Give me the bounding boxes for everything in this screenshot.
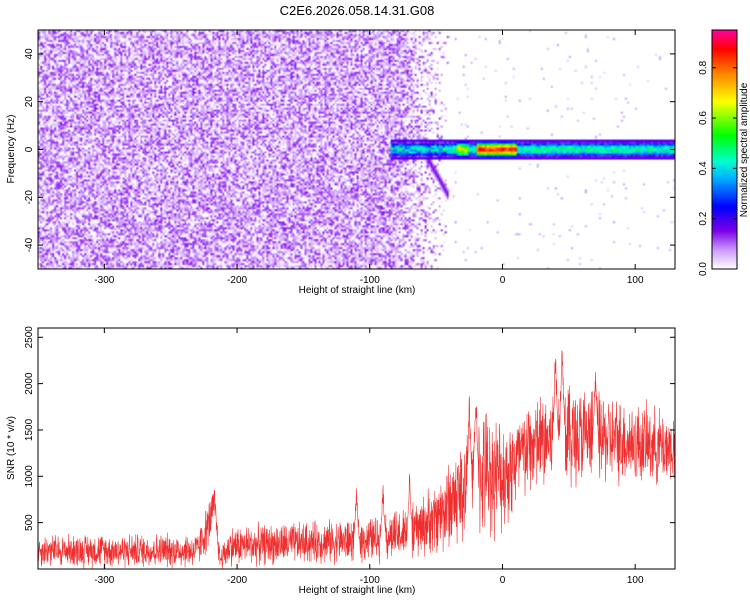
colorbar-tick-label: 0.4 — [698, 161, 709, 175]
snr-series-line — [38, 350, 675, 569]
spectrogram-y-tick-label: -40 — [24, 237, 35, 252]
figure-title: C2E6.2026.058.14.31.G08 — [280, 3, 435, 18]
colorbar-ticks: 0.0 0.2 0.4 0.6 0.8 — [698, 60, 737, 276]
snr-y-label: SNR (10 * v/v) — [6, 416, 17, 480]
spectrogram-x-tick-label: -200 — [227, 275, 247, 286]
spectrogram-y-ticks: -40 -20 0 20 40 — [24, 48, 675, 252]
spectrogram-x-tick-label: -100 — [360, 275, 380, 286]
spectrogram-y-tick-label: 20 — [24, 96, 35, 108]
snr-x-tick-label: -300 — [94, 575, 114, 586]
colorbar-frame — [711, 29, 738, 270]
snr-y-tick-label: 1000 — [24, 465, 35, 488]
snr-panel: -300 -200 -100 0 100 500 1000 1500 2000 2500 Hei… — [6, 326, 676, 596]
colorbar-gradient — [712, 30, 737, 269]
snr-x-tick-label: -200 — [227, 575, 247, 586]
spectrogram-x-tick-label: -300 — [94, 275, 114, 286]
spectrogram-x-tick-label: 0 — [500, 275, 506, 286]
snr-x-label: Height of straight line (km) — [299, 585, 416, 596]
spectrogram-y-tick-label: 0 — [24, 146, 35, 152]
colorbar-tick-label: 0.6 — [698, 111, 709, 125]
snr-frame — [37, 327, 676, 570]
spectrogram-y-tick-label: -20 — [24, 190, 35, 205]
snr-y-ticks: 500 1000 1500 2000 2500 — [24, 326, 675, 531]
colorbar: 0.0 0.2 0.4 0.6 0.8 Normalized spectral ampl… — [698, 29, 750, 276]
spectrogram-x-tick-label: 100 — [627, 275, 644, 286]
snr-x-tick-label: -100 — [360, 575, 380, 586]
spectrogram-x-ticks: -300 -200 -100 0 100 — [94, 30, 644, 286]
spectrogram-y-label: Frequency (Hz) — [6, 115, 17, 184]
snr-y-tick-label: 2000 — [24, 372, 35, 395]
colorbar-label: Normalized spectral amplitude — [739, 82, 750, 217]
snr-y-tick-label: 500 — [24, 514, 35, 531]
colorbar-tick-label: 0.8 — [698, 60, 709, 74]
snr-y-tick-label: 1500 — [24, 418, 35, 441]
snr-x-tick-label: 0 — [500, 575, 506, 586]
snr-y-tick-label: 2500 — [24, 326, 35, 349]
spectrogram-y-tick-label: 40 — [24, 48, 35, 60]
spectrogram-heatmap — [38, 30, 675, 269]
snr-x-ticks: -300 -200 -100 0 100 — [94, 328, 644, 586]
colorbar-tick-label: 0.0 — [698, 262, 709, 276]
spectrogram-x-label: Height of straight line (km) — [299, 285, 416, 296]
snr-x-tick-label: 100 — [627, 575, 644, 586]
colorbar-tick-label: 0.2 — [698, 211, 709, 225]
